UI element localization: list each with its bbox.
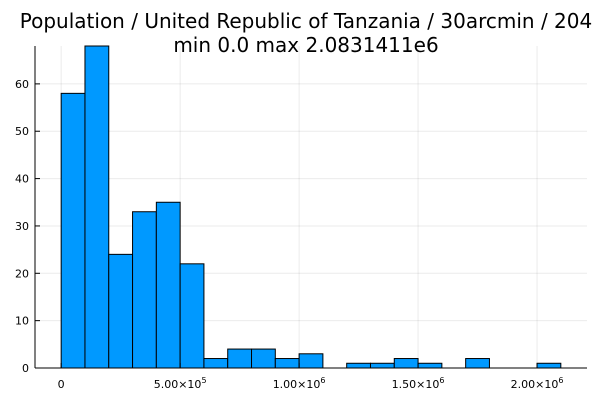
histogram-bar (227, 348, 253, 369)
y-tick-label: 50 (15, 125, 29, 138)
axes (34, 46, 587, 369)
histogram-bar (536, 362, 562, 369)
histogram-bar (274, 358, 300, 369)
y-axis-ticks: 0 10 20 30 40 50 60 (15, 78, 40, 375)
chart-subtitle: min 0.0 max 2.0831411e6 (173, 33, 438, 57)
y-tick-label: 10 (15, 315, 29, 328)
histogram-bar (132, 211, 157, 369)
histogram-bar (417, 362, 443, 369)
histogram-bar (465, 358, 490, 369)
chart-title: Population / United Republic of Tanzania… (20, 9, 592, 33)
histogram-bar (108, 253, 134, 369)
x-tick-label: 1.00×106 (273, 376, 326, 391)
histogram-bar (179, 263, 205, 369)
x-tick-exponent: 6 (320, 376, 325, 385)
y-tick-label: 40 (15, 173, 29, 186)
y-tick-label: 20 (15, 267, 29, 280)
y-tick-label: 60 (15, 78, 29, 91)
x-tick-label: 1.50×106 (392, 376, 445, 391)
histogram-bar (60, 92, 86, 369)
histogram-bar (393, 358, 419, 369)
x-tick-label: 2.00×106 (511, 376, 564, 391)
y-tick-label: 30 (15, 220, 29, 233)
y-tick-label: 0 (22, 362, 29, 375)
histogram-bar (369, 362, 395, 369)
histogram-bar (203, 358, 229, 369)
histogram-bar (251, 348, 276, 369)
x-tick-label: 0 (58, 378, 65, 391)
histogram-bar (155, 201, 181, 369)
x-tick-exponent: 6 (558, 376, 563, 385)
x-tick-label: 5.00×105 (154, 376, 207, 391)
histogram-bar (346, 362, 371, 369)
x-axis-ticks: 0 5.00×105 1.00×106 1.50×106 2.00×106 (58, 363, 564, 391)
histogram-bars (60, 45, 562, 369)
histogram-bar (84, 45, 110, 369)
histogram-bar (298, 353, 324, 369)
x-tick-exponent: 6 (439, 376, 444, 385)
x-tick-exponent: 5 (201, 376, 206, 385)
